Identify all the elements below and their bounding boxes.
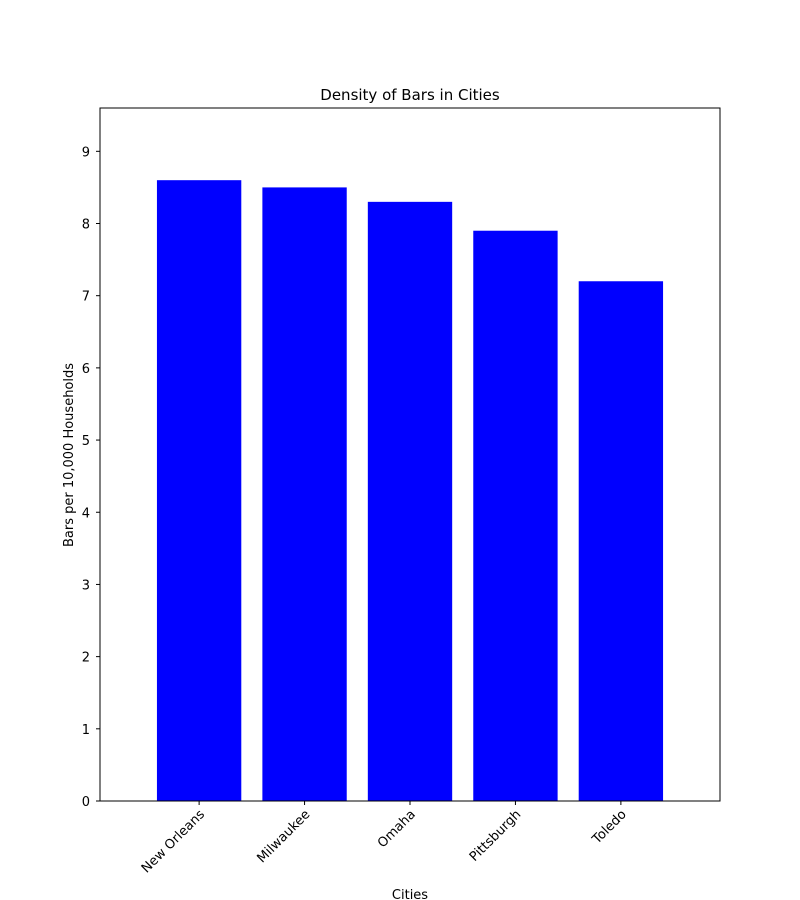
- bar-new-orleans: [156, 180, 242, 801]
- y-tick-label: 4: [82, 506, 90, 521]
- x-axis: New Orleans Milwaukee Omaha Pittsburgh Toled…: [139, 801, 630, 876]
- x-axis-label: Cities: [392, 888, 428, 900]
- bar-toledo: [578, 281, 664, 801]
- bars-group: [156, 180, 664, 801]
- y-tick-label: 8: [82, 218, 90, 233]
- y-tick-label: 0: [82, 795, 90, 810]
- y-tick-label: 3: [82, 578, 90, 593]
- y-tick-label: 1: [82, 723, 90, 738]
- x-tick-label: Milwaukee: [254, 807, 313, 866]
- x-tick-label: Toledo: [589, 807, 630, 848]
- y-tick-label: 7: [82, 290, 90, 305]
- y-axis: 0 1 2 3 4 5 6 7 8 9: [82, 145, 100, 810]
- x-tick-label: New Orleans: [139, 807, 208, 876]
- y-tick-label: 2: [82, 651, 90, 666]
- y-axis-label: Bars per 10,000 Households: [62, 363, 77, 547]
- x-tick-label: Omaha: [375, 807, 419, 851]
- y-tick-label: 6: [82, 362, 90, 377]
- bar-milwaukee: [262, 187, 347, 801]
- bar-omaha: [367, 201, 453, 801]
- bar-pittsburgh: [473, 230, 558, 801]
- x-tick-label: Pittsburgh: [467, 807, 524, 864]
- chart-title: Density of Bars in Cities: [320, 86, 500, 104]
- y-tick-label: 5: [82, 434, 90, 449]
- y-tick-label: 9: [82, 145, 90, 160]
